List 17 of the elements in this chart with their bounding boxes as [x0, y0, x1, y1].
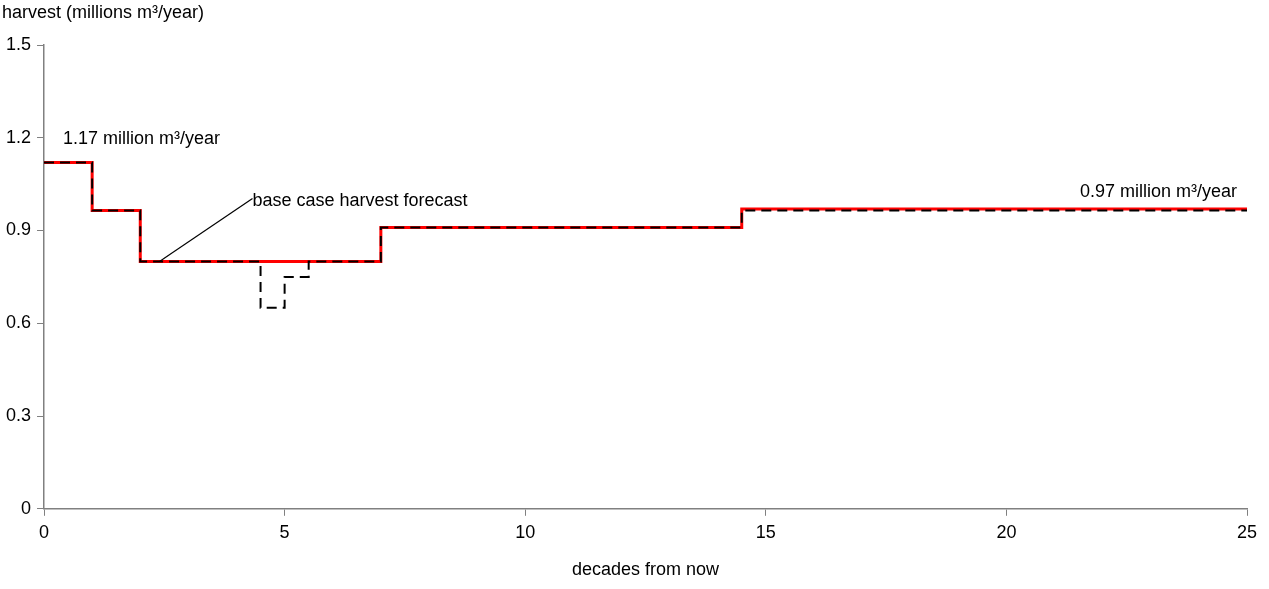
y-tick-label: 0 [21, 497, 32, 518]
x-tick-label: 10 [515, 521, 536, 542]
x-axis-title: decades from now [571, 559, 721, 580]
x-tick-label: 25 [1236, 521, 1258, 542]
y-tick-label: 0.3 [5, 405, 32, 426]
x-tick-label: 0 [39, 521, 50, 542]
x-tick-label: 20 [996, 521, 1017, 542]
y-tick-label: 0.9 [5, 219, 32, 240]
annotation: base case harvest forecast [252, 190, 468, 211]
y-tick-label: 1.5 [5, 33, 32, 54]
annotation: 1.17 million m³/year [63, 128, 221, 149]
x-tick-label: 15 [755, 521, 776, 542]
x-tick-label: 5 [279, 521, 290, 542]
y-axis-title: harvest (millions m³/year) [2, 2, 205, 22]
y-tick-label: 0.6 [5, 312, 32, 333]
y-tick-label: 1.2 [5, 126, 32, 147]
annotation: 0.97 million m³/year [1079, 180, 1237, 201]
